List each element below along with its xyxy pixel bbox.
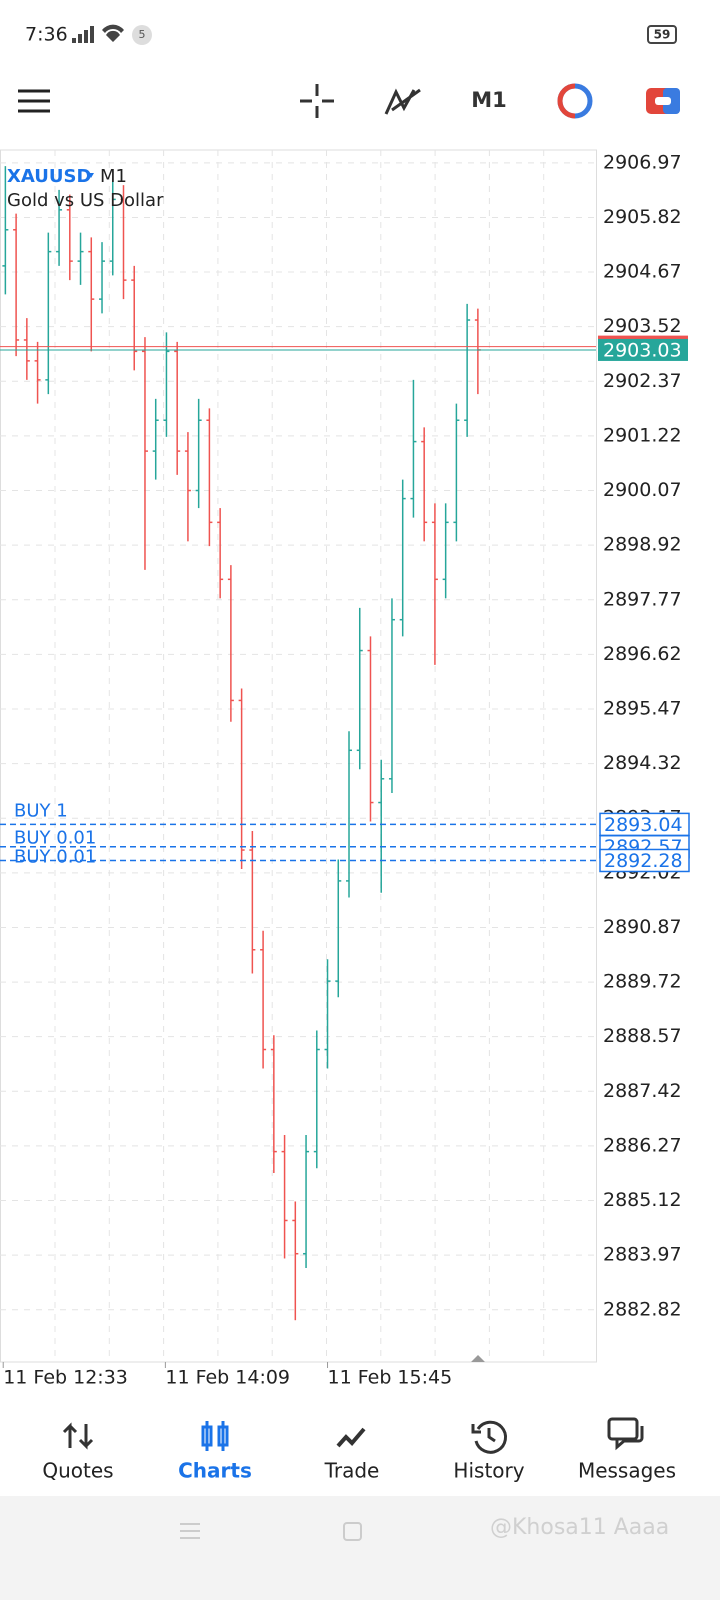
y-tick-label: 2901.22 [603,424,682,446]
y-tick-label: 2898.92 [603,534,682,556]
nav-labels: Quotes Charts Trade History Messages [42,1459,676,1483]
price-tag-label: 2903.03 [603,339,682,361]
y-tick-label: 2904.67 [603,261,682,283]
y-tick-label: 2902.37 [603,370,682,392]
crosshair-button[interactable] [300,84,334,118]
trade-button[interactable] [646,88,680,114]
nav-item[interactable]: Charts [178,1459,252,1483]
y-tick-label: 2883.97 [603,1244,682,1266]
y-tick-label: 2897.77 [603,588,682,610]
nav-item[interactable]: History [453,1459,524,1483]
system-buttons [180,1522,362,1541]
order-tag-label: 2893.04 [604,814,683,836]
notification-badge [132,25,152,45]
nav-icons [62,1417,644,1454]
signal-icons [72,24,124,43]
plot [0,162,600,1321]
order-name: BUY 0.01 [14,828,96,849]
x-tick-label: 11 Feb 12:33 [3,1367,128,1389]
order-name: BUY 0.01 [14,846,96,867]
chart-timeframe: M1 [100,166,127,187]
battery [647,25,677,44]
y-tick-label: 2888.57 [603,1025,682,1047]
battery-level: 59 [654,28,671,42]
symbol: XAUUSD [7,166,91,187]
y-tick-label: 2885.12 [603,1189,682,1211]
system-nav [0,1496,720,1600]
nav-item[interactable]: Quotes [42,1459,113,1483]
y-tick-label: 2882.82 [603,1298,682,1320]
y-tick-label: 2896.62 [603,643,682,665]
price-tag [598,338,688,361]
y-tick-label: 2894.32 [603,752,682,774]
indicators-button[interactable] [384,88,421,115]
y-tick-label: 2890.87 [603,916,682,938]
y-tick-label: 2887.42 [603,1080,682,1102]
status-time: 7:36 [25,24,68,46]
vertical-grid [54,150,545,1362]
x-tick-label: 11 Feb 14:09 [165,1367,290,1389]
y-tick-label: 2889.72 [603,971,682,993]
menu-button[interactable] [18,89,50,113]
y-tick-label: 2886.27 [603,1134,682,1156]
y-tick-label: 2895.47 [603,697,682,719]
symbol-dropdown[interactable] [88,173,94,178]
nav-item[interactable]: Trade [324,1459,380,1483]
y-tick-label: 2900.07 [603,479,682,501]
y-tick-label: 2906.97 [603,151,682,173]
timeframe-button[interactable]: M1 [471,88,507,112]
watermark: @Khosa11 Aaaa [490,1515,669,1540]
nav-item[interactable]: Messages [578,1459,676,1483]
chart-frame [0,149,597,1363]
order-tag [599,848,690,873]
clock-button[interactable] [557,83,593,119]
y-tick-label: 2903.52 [603,315,682,337]
y-tick-label: 2905.82 [603,206,682,228]
notification-count: 5 [139,28,146,41]
symbol-description: Gold vs US Dollar [7,190,164,211]
order-tag-label: 2892.28 [604,850,683,872]
x-tick-label: 11 Feb 15:45 [328,1367,453,1389]
order-name: BUY 1 [14,800,68,821]
scroll-marker[interactable] [471,1355,485,1362]
bottom-nav [0,1392,720,1496]
